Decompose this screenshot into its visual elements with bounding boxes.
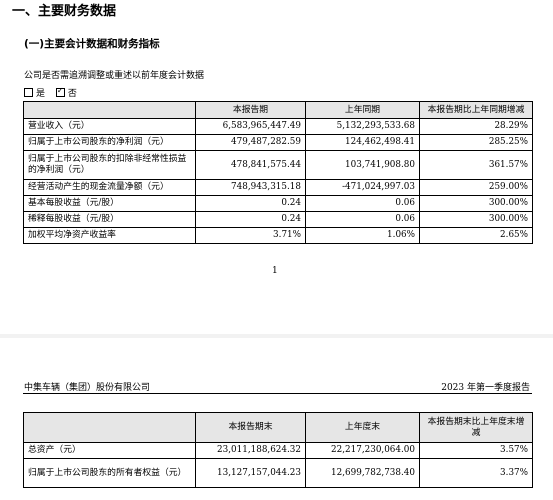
row-label: 总资产（元） bbox=[23, 442, 196, 459]
cell-value: 124,462,498.41 bbox=[305, 134, 420, 151]
cell-value: 0.06 bbox=[305, 195, 420, 212]
cell-value: 0.24 bbox=[195, 195, 306, 212]
financial-data-table: 本报告期 上年同期 本报告期比上年同期增减 营业收入（元） 6,583,965,447.… bbox=[23, 101, 533, 244]
cell-value: 22,217,230,064.00 bbox=[305, 442, 420, 459]
table-row: 归属于上市公司股东的净利润（元） 479,487,282.59 124,462,49… bbox=[23, 134, 533, 151]
section-title: 一、主要财务数据 bbox=[12, 4, 117, 19]
column-header bbox=[23, 101, 196, 119]
cell-value: 3.37% bbox=[419, 458, 533, 488]
row-label: 经营活动产生的现金流量净额（元） bbox=[23, 179, 196, 196]
cell-value: 300.00% bbox=[419, 211, 533, 228]
column-header: 上年同期 bbox=[305, 101, 420, 119]
cell-value: 259.00% bbox=[419, 179, 533, 196]
table-row: 归属于上市公司股东的扣除非经常性损益的净利润（元） 478,841,575.44 1… bbox=[23, 150, 533, 180]
subsection-title: (一)主要会计数据和财务指标 bbox=[24, 38, 160, 50]
cell-value: 3.57% bbox=[419, 442, 533, 459]
cell-value: 23,011,188,624.32 bbox=[195, 442, 306, 459]
cell-value: 28.29% bbox=[419, 118, 533, 135]
balance-data-table: 本报告期末 上年度末 本报告期末比上年度末增减 总资产（元） 23,011,188,62… bbox=[23, 412, 533, 488]
table-row: 营业收入（元） 6,583,965,447.49 5,132,293,533.68 2… bbox=[23, 118, 533, 135]
table-row: 归属于上市公司股东的所有者权益（元） 13,127,157,044.23 12,69… bbox=[23, 458, 533, 488]
table-row: 基本每股收益（元/股） 0.24 0.06 300.00% bbox=[23, 195, 533, 212]
cell-value: 479,487,282.59 bbox=[195, 134, 306, 151]
cell-value: 285.25% bbox=[419, 134, 533, 151]
cell-value: 478,841,575.44 bbox=[195, 150, 306, 180]
cell-value: 5,132,293,533.68 bbox=[305, 118, 420, 135]
column-header: 本报告期比上年同期增减 bbox=[419, 101, 533, 119]
row-label: 基本每股收益（元/股） bbox=[23, 195, 196, 212]
report-title: 2023 年第一季度报告 bbox=[441, 383, 530, 393]
checkbox-yes[interactable] bbox=[24, 88, 33, 97]
header-rule bbox=[23, 393, 532, 394]
restate-note: 公司是否需追溯调整或重述以前年度会计数据 bbox=[24, 71, 205, 81]
company-name: 中集车辆（集团）股份有限公司 bbox=[24, 383, 151, 393]
table-header-row: 本报告期末 上年度末 本报告期末比上年度末增减 bbox=[23, 412, 533, 443]
row-label: 稀释每股收益（元/股） bbox=[23, 211, 196, 228]
cell-value: 361.57% bbox=[419, 150, 533, 180]
cell-value: 6,583,965,447.49 bbox=[195, 118, 306, 135]
column-header: 上年度末 bbox=[305, 412, 420, 443]
option-yes-label: 是 bbox=[36, 89, 46, 99]
cell-value: 1.06% bbox=[305, 227, 420, 244]
cell-value: 103,741,908.80 bbox=[305, 150, 420, 180]
row-label: 归属于上市公司股东的所有者权益（元） bbox=[23, 458, 196, 488]
page-gap bbox=[0, 334, 553, 338]
cell-value: 3.71% bbox=[195, 227, 306, 244]
row-label: 营业收入（元） bbox=[23, 118, 196, 135]
row-label: 归属于上市公司股东的扣除非经常性损益的净利润（元） bbox=[23, 150, 196, 180]
table-row: 稀释每股收益（元/股） 0.24 0.06 300.00% bbox=[23, 211, 533, 228]
table-row: 加权平均净资产收益率 3.71% 1.06% 2.65% bbox=[23, 227, 533, 244]
column-header: 本报告期末 bbox=[195, 412, 306, 443]
column-header bbox=[23, 412, 196, 443]
cell-value: 12,699,782,738.40 bbox=[305, 458, 420, 488]
table-header-row: 本报告期 上年同期 本报告期比上年同期增减 bbox=[23, 101, 533, 119]
column-header: 本报告期末比上年度末增减 bbox=[419, 412, 533, 443]
cell-value: 0.06 bbox=[305, 211, 420, 228]
page-number: 1 bbox=[272, 266, 278, 276]
table-row: 经营活动产生的现金流量净额（元） 748,943,315.18 -471,024,9… bbox=[23, 179, 533, 196]
row-label: 归属于上市公司股东的净利润（元） bbox=[23, 134, 196, 151]
checkbox-no[interactable] bbox=[55, 86, 65, 97]
row-label: 加权平均净资产收益率 bbox=[23, 227, 196, 244]
cell-value: -471,024,997.03 bbox=[305, 179, 420, 196]
option-no-label: 否 bbox=[67, 89, 77, 99]
cell-value: 300.00% bbox=[419, 195, 533, 212]
table-row: 总资产（元） 23,011,188,624.32 22,217,230,064.00… bbox=[23, 442, 533, 459]
restate-options: 是 否 bbox=[24, 86, 85, 99]
cell-value: 748,943,315.18 bbox=[195, 179, 306, 196]
cell-value: 13,127,157,044.23 bbox=[195, 458, 306, 488]
cell-value: 2.65% bbox=[419, 227, 533, 244]
column-header: 本报告期 bbox=[195, 101, 306, 119]
cell-value: 0.24 bbox=[195, 211, 306, 228]
